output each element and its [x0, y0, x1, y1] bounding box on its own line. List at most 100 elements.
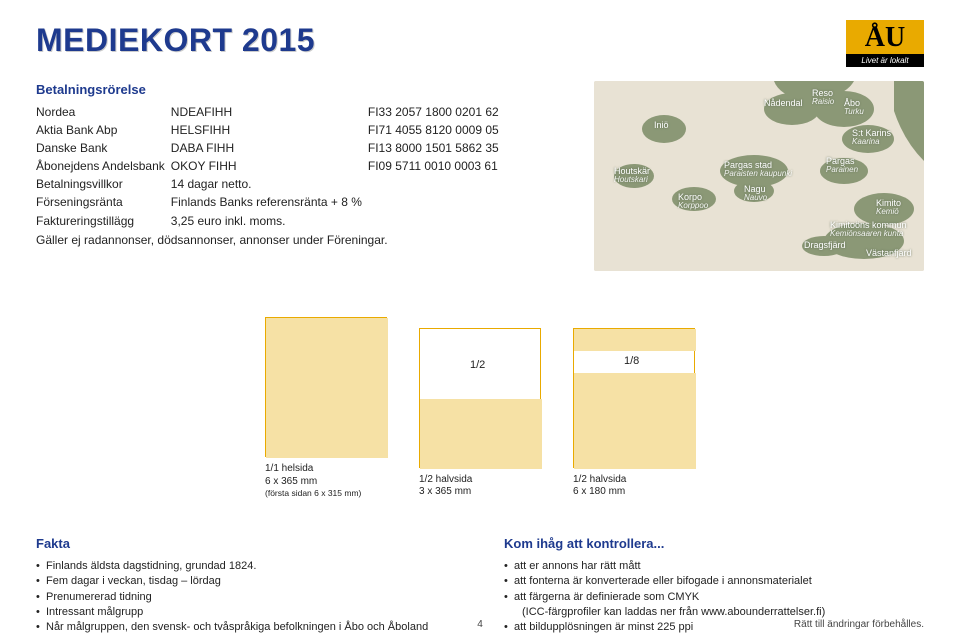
ad-size-cap1: 1/2 halvsida [573, 474, 626, 487]
ad-size-cap1: 1/1 helsida [265, 463, 361, 476]
map-label: Kimitoöns kommunKemiönsaaren kunta [830, 221, 907, 238]
map-label: Dragsfjärd [804, 241, 846, 250]
map-label: PargasParainen [826, 157, 858, 174]
map-wrap: Iniö Nådendal ResoRaisio ÅboTurku S:t Karins… [533, 81, 924, 271]
payment-mid: OKOY FIHH [171, 157, 368, 175]
payment-code: FI71 4055 8120 0009 05 [368, 121, 505, 139]
ad-size-cap2: 6 x 365 mm [265, 476, 361, 489]
fakta-item: Prenumererad tidning [36, 590, 456, 605]
payment-note: Gäller ej radannonser, dödsannonser, ann… [36, 232, 505, 248]
payment-mid: 3,25 euro inkl. moms. [171, 212, 368, 230]
ad-size-caption: 1/1 helsida6 x 365 mm(första sidan 6 x 3… [265, 463, 361, 499]
payment-table: NordeaNDEAFIHHFI33 2057 1800 0201 62Akti… [36, 103, 505, 230]
map-label: ÅboTurku [844, 99, 864, 116]
payment-heading: Betalningsrörelse [36, 81, 505, 99]
payment-code: FI33 2057 1800 0201 62 [368, 103, 505, 121]
ad-size-caption: 1/2 halvsida6 x 180 mm [573, 474, 626, 499]
logo-tagline: Livet är lokalt [846, 54, 924, 67]
logo-box: ÅU [846, 20, 924, 54]
kontrollera-item: att färgerna är definierade som CMYK [504, 590, 924, 605]
map-label: KorpoKorppoo [678, 193, 708, 210]
payment-label: Förseningsränta [36, 193, 171, 211]
map-label: Nådendal [764, 99, 803, 108]
map-label: Iniö [654, 121, 669, 130]
ad-size-cap2: 3 x 365 mm [419, 486, 472, 499]
kontrollera-item: att fonterna är konverterade eller bifog… [504, 574, 924, 589]
map-label-name: Nådendal [764, 98, 803, 108]
ad-size-overlay: 1/2 [470, 359, 485, 371]
fakta-item: Finlands äldsta dagstidning, grundad 182… [36, 559, 456, 574]
map-label-sub: Kaarina [852, 138, 891, 146]
map-label-sub: Raisio [812, 98, 834, 106]
payment-code [368, 193, 505, 211]
page-title: MEDIEKORT 2015 [36, 22, 924, 59]
payment-row: Faktureringstillägg3,25 euro inkl. moms. [36, 212, 505, 230]
map-label-name: Dragsfjärd [804, 240, 846, 250]
logo-text: ÅU [846, 24, 924, 52]
ad-size-thumb: 1/2 [419, 328, 541, 468]
kontrollera-item: att er annons har rätt mått [504, 559, 924, 574]
map-label-sub: Turku [844, 108, 864, 116]
ad-size-item: 1/8 1/2 halvsida6 x 180 mm [573, 328, 695, 499]
payment-mid: NDEAFIHH [171, 103, 368, 121]
payment-label: Betalningsvillkor [36, 175, 171, 193]
map-label-sub: Parainen [826, 166, 858, 174]
payment-mid: DABA FIHH [171, 139, 368, 157]
ad-size-cap2: 6 x 180 mm [573, 486, 626, 499]
ad-size-cap3: (första sidan 6 x 315 mm) [265, 488, 361, 499]
ad-size-caption: 1/2 halvsida3 x 365 mm [419, 474, 472, 499]
map-label: ResoRaisio [812, 89, 834, 106]
ad-size-fill [420, 399, 542, 469]
map-label: NaguNauvo [744, 185, 767, 202]
payment-row: Danske BankDABA FIHHFI13 8000 1501 5862 … [36, 139, 505, 157]
payment-row: Betalningsvillkor14 dagar netto. [36, 175, 505, 193]
map-label-name: Västanfjärd [866, 248, 912, 258]
map-label: Västanfjärd [866, 249, 912, 258]
payment-code: FI13 8000 1501 5862 35 [368, 139, 505, 157]
map-label-sub: Nauvo [744, 194, 767, 202]
payment-code [368, 212, 505, 230]
region-map: Iniö Nådendal ResoRaisio ÅboTurku S:t Karins… [594, 81, 924, 271]
top-row: Betalningsrörelse NordeaNDEAFIHHFI33 205… [36, 81, 924, 271]
footer-right: Rätt till ändringar förbehålles. [794, 619, 924, 630]
ad-size-thumb [265, 317, 387, 457]
payment-mid: HELSFIHH [171, 121, 368, 139]
payment-row: NordeaNDEAFIHHFI33 2057 1800 0201 62 [36, 103, 505, 121]
payment-row: FörseningsräntaFinlands Banks referensrä… [36, 193, 505, 211]
payment-mid: 14 dagar netto. [171, 175, 368, 193]
payment-label: Faktureringstillägg [36, 212, 171, 230]
page-number: 4 [477, 619, 483, 630]
ad-size-fill [574, 373, 696, 469]
payment-row: Åbonejdens AndelsbankOKOY FIHHFI09 5711 … [36, 157, 505, 175]
payment-code: FI09 5711 0010 0003 61 [368, 157, 505, 175]
ad-size-fill [574, 329, 696, 351]
map-label-sub: Kemiö [876, 208, 901, 216]
map-label-sub: Kemiönsaaren kunta [830, 230, 907, 238]
fakta-heading: Fakta [36, 535, 456, 553]
ad-size-thumb: 1/8 [573, 328, 695, 468]
payment-label: Åbonejdens Andelsbank [36, 157, 171, 175]
ad-size-overlay: 1/8 [624, 355, 639, 367]
kontrollera-heading: Kom ihåg att kontrollera... [504, 535, 924, 553]
logo: ÅU Livet är lokalt [846, 20, 924, 67]
payment-block: Betalningsrörelse NordeaNDEAFIHHFI33 205… [36, 81, 505, 248]
payment-label: Danske Bank [36, 139, 171, 157]
map-label: KimitoKemiö [876, 199, 901, 216]
map-label-name: Iniö [654, 120, 669, 130]
map-label: Pargas stadParaisten kaupunki [724, 161, 792, 178]
payment-mid: Finlands Banks referensränta + 8 % [171, 193, 368, 211]
ad-sizes-row: 1/1 helsida6 x 365 mm(första sidan 6 x 3… [36, 317, 924, 499]
payment-row: Aktia Bank AbpHELSFIHHFI71 4055 8120 000… [36, 121, 505, 139]
ad-size-item: 1/2 1/2 halvsida3 x 365 mm [419, 328, 541, 499]
footer: 4 Rätt till ändringar förbehålles. [36, 619, 924, 630]
map-label-sub: Houtskari [614, 176, 650, 184]
ad-size-cap1: 1/2 halvsida [419, 474, 472, 487]
payment-label: Nordea [36, 103, 171, 121]
map-label-sub: Paraisten kaupunki [724, 170, 792, 178]
fakta-item: Fem dagar i veckan, tisdag – lördag [36, 574, 456, 589]
map-label: S:t KarinsKaarina [852, 129, 891, 146]
payment-code [368, 175, 505, 193]
map-label: HoutskärHoutskari [614, 167, 650, 184]
payment-label: Aktia Bank Abp [36, 121, 171, 139]
ad-size-item: 1/1 helsida6 x 365 mm(första sidan 6 x 3… [265, 317, 387, 499]
